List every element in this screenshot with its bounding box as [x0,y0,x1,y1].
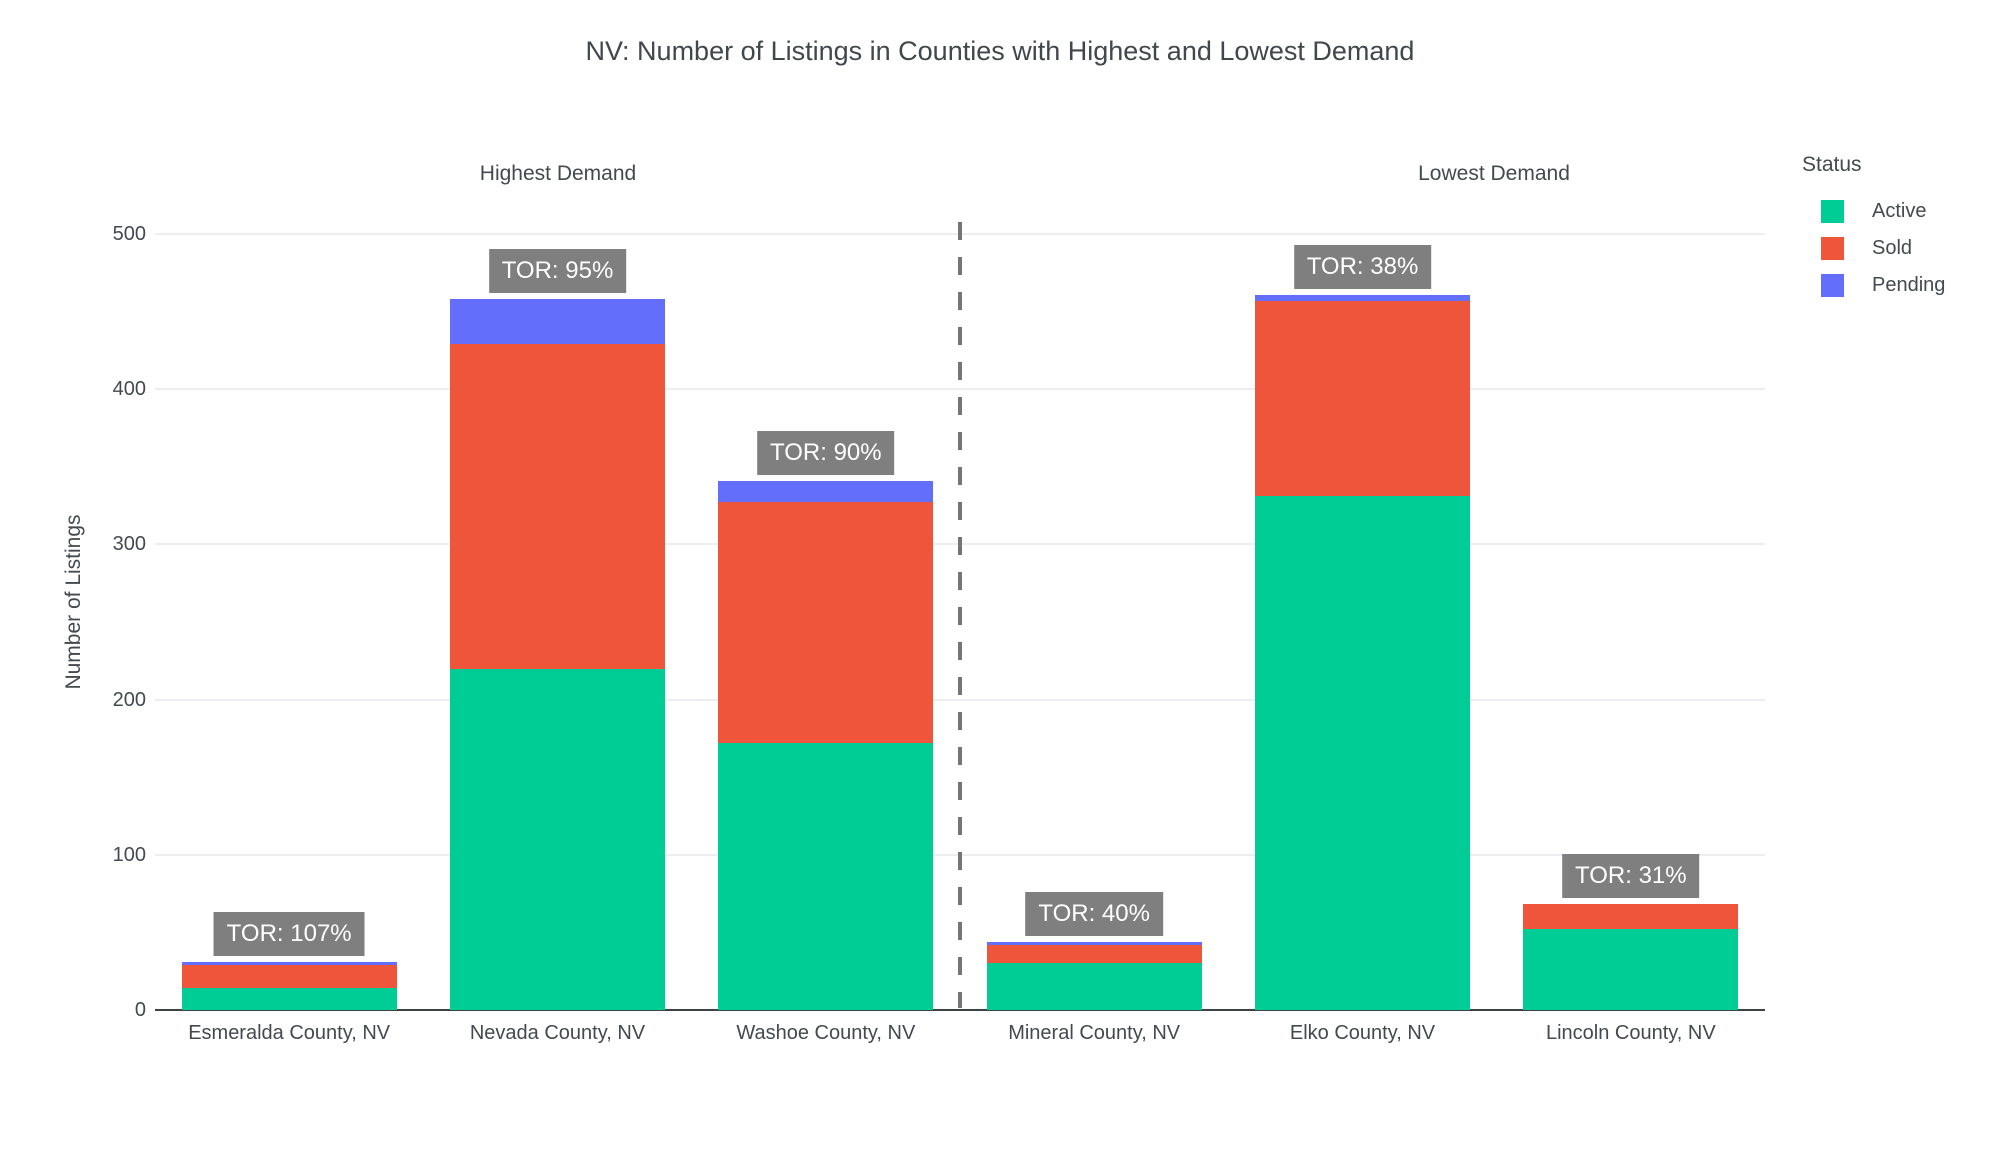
tor-label-elko-county-nv: TOR: 38% [1293,244,1432,289]
tor-label-washoe-county-nv: TOR: 90% [757,430,895,475]
x-tick-label-washoe-county-nv: Washoe County, NV [736,1022,916,1044]
legend-title: Status [1802,153,1862,176]
bar-segment-washoe-county-nv-pending[interactable] [718,480,934,503]
bar-segment-elko-county-nv-sold[interactable] [1255,300,1470,497]
bar-segment-nevada-county-nv-pending[interactable] [450,299,665,345]
bar-segment-esmeralda-county-nv-active[interactable] [181,988,397,1010]
bar-segment-nevada-county-nv-sold[interactable] [450,344,665,669]
y-tick-label-0: 0 [134,999,146,1021]
legend-swatch-sold [1821,237,1844,260]
tor-label-nevada-county-nv: TOR: 95% [488,249,627,294]
legend-item-sold[interactable]: Sold [1800,230,1990,267]
legend-swatch-active [1821,200,1844,223]
bar-segment-lincoln-county-nv-sold[interactable] [1523,904,1739,930]
y-tick-label-500: 500 [112,223,146,245]
bar-segment-washoe-county-nv-active[interactable] [718,743,934,1010]
x-tick-label-elko-county-nv: Elko County, NV [1289,1022,1436,1044]
legend: Status Active Sold Pending [1800,153,1990,304]
bar-segment-esmeralda-county-nv-sold[interactable] [181,964,397,989]
bar-segment-nevada-county-nv-active[interactable] [450,668,665,1010]
chart-title: NV: Number of Listings in Counties with … [585,36,1415,66]
legend-label-sold: Sold [1872,237,1913,259]
y-tick-label-300: 300 [112,533,146,556]
annotation-lowest-demand: Lowest Demand [1418,162,1570,185]
x-axis-line [155,1009,1765,1011]
bar-segment-mineral-county-nv-active[interactable] [986,963,1202,1010]
x-tick-label-esmeralda-county-nv: Esmeralda County, NV [188,1022,391,1044]
legend-label-active: Active [1872,200,1927,222]
bar-segment-elko-county-nv-active[interactable] [1255,496,1470,1010]
x-tick-label-lincoln-county-nv: Lincoln County, NV [1545,1022,1716,1044]
bar-segment-lincoln-county-nv-active[interactable] [1523,929,1739,1010]
legend-item-pending[interactable]: Pending [1800,267,1990,304]
tor-label-lincoln-county-nv: TOR: 31% [1562,854,1700,899]
tor-label-mineral-county-nv: TOR: 40% [1025,891,1163,936]
legend-item-active[interactable]: Active [1800,193,1990,230]
bar-segment-mineral-county-nv-sold[interactable] [986,944,1202,964]
annotation-highest-demand: Highest Demand [479,162,637,185]
y-tick-label-100: 100 [112,843,146,866]
tor-label-esmeralda-county-nv: TOR: 107% [213,911,365,956]
bar-segment-esmeralda-county-nv-pending[interactable] [181,961,397,965]
y-tick-label-200: 200 [112,688,146,711]
y-tick-label-400: 400 [112,378,146,401]
legend-label-pending: Pending [1872,274,1946,296]
bar-segment-washoe-county-nv-sold[interactable] [718,502,934,744]
bar-segment-elko-county-nv-pending[interactable] [1255,294,1470,301]
group-separator-line [958,222,962,1008]
x-tick-label-nevada-county-nv: Nevada County, NV [469,1022,646,1044]
bar-segment-mineral-county-nv-pending[interactable] [986,941,1202,945]
legend-swatch-pending [1821,274,1844,297]
x-tick-label-mineral-county-nv: Mineral County, NV [1008,1022,1181,1044]
